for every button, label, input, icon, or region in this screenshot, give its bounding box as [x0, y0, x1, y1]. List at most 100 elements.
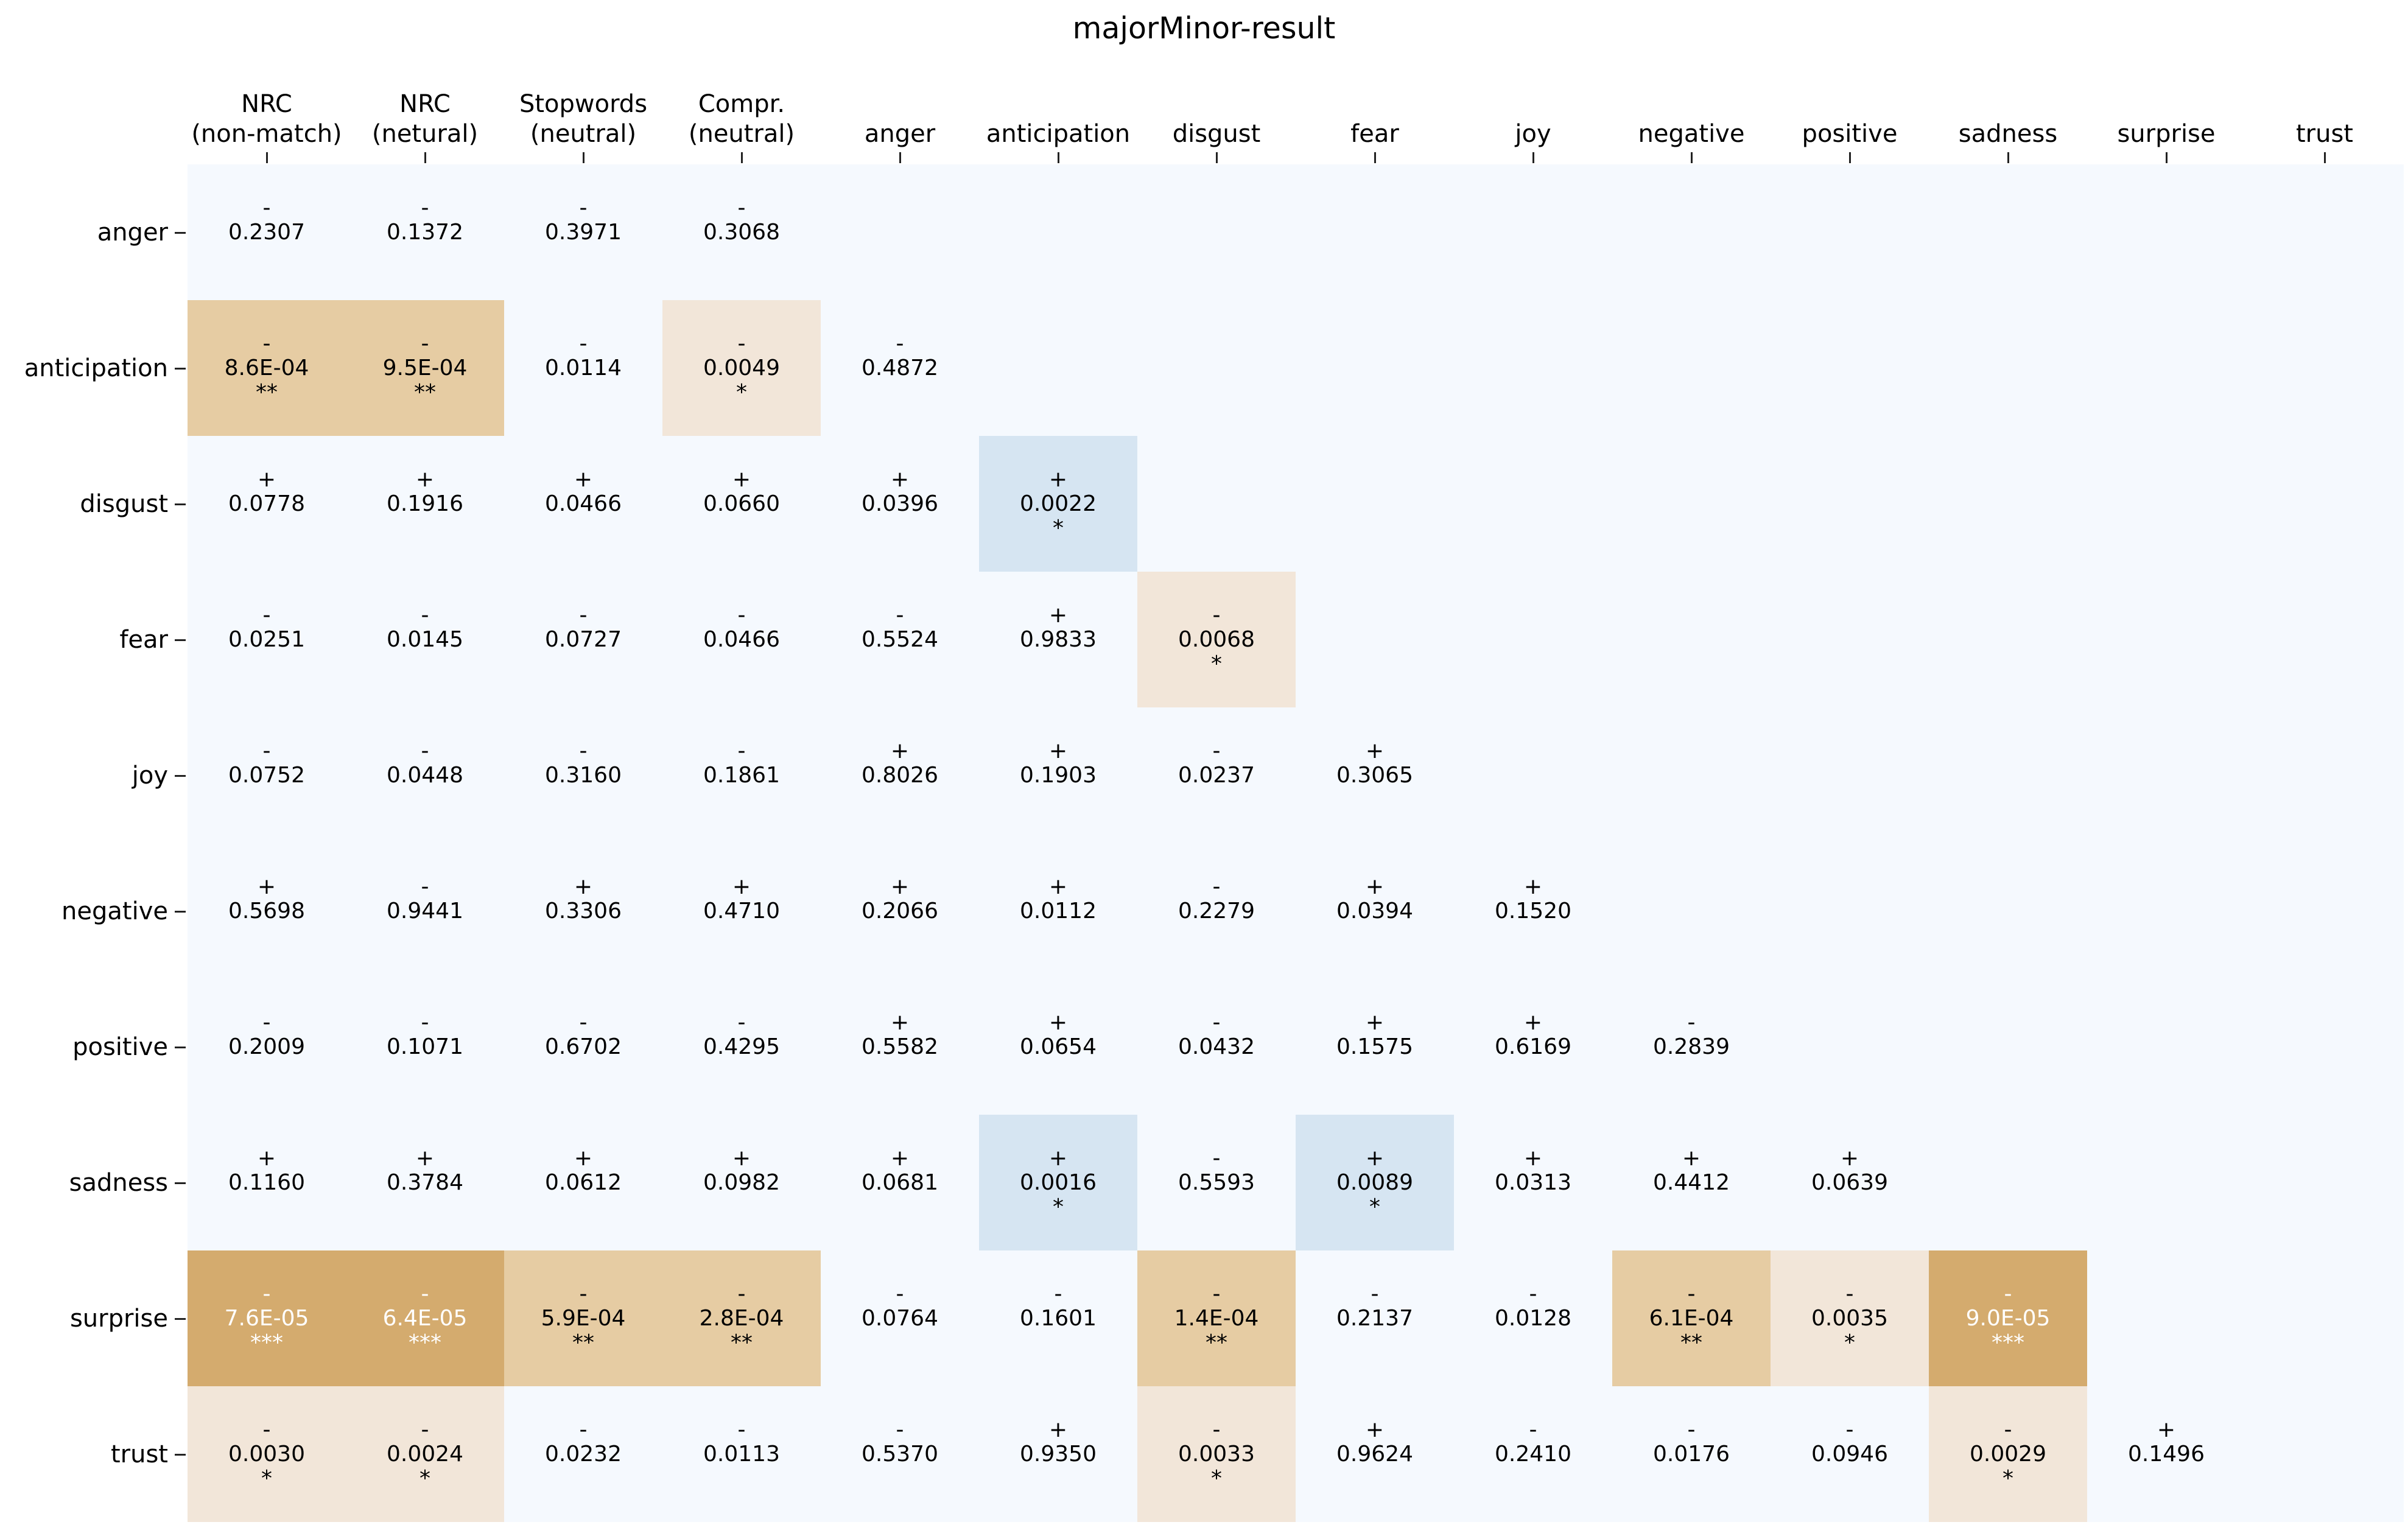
- cell-value: 0.2137: [1336, 1305, 1413, 1331]
- heatmap-cell: +0.1160: [188, 1115, 346, 1250]
- cell-value: 8.6E-04: [224, 355, 309, 380]
- cell-sign: +: [1048, 874, 1068, 899]
- heatmap-cell: -0.0176: [1612, 1386, 1771, 1522]
- row-tick: [175, 367, 186, 370]
- heatmap-cell: +0.9624: [1296, 1386, 1454, 1522]
- heatmap-cell: -0.0466: [662, 572, 821, 707]
- cell-sign: -: [421, 874, 429, 899]
- cell-value: 0.0752: [228, 762, 305, 788]
- cell-value: 7.6E-05: [224, 1305, 309, 1331]
- cell-sign: +: [732, 1145, 751, 1171]
- heatmap-cell: +0.0396: [821, 436, 979, 572]
- cell-sign: -: [1687, 1009, 1696, 1035]
- column-label: negative: [1638, 120, 1745, 148]
- cell-sign: -: [1212, 738, 1221, 763]
- cell-value: 0.0033: [1178, 1441, 1255, 1467]
- row-tick: [175, 1317, 186, 1320]
- heatmap-cell: +0.0016 *: [979, 1115, 1137, 1250]
- heatmap-cell: -0.0232: [504, 1386, 662, 1522]
- heatmap-cell: +0.9833: [979, 572, 1137, 707]
- cell-value: 0.4872: [862, 355, 938, 380]
- cell-value: 0.1861: [703, 762, 780, 788]
- cell-value: 0.9833: [1020, 626, 1097, 652]
- cell-value: 0.0778: [228, 491, 305, 516]
- heatmap-cell: -0.2009: [188, 979, 346, 1115]
- cell-value: 0.0035: [1811, 1305, 1888, 1331]
- column-label: anticipation: [986, 120, 1131, 148]
- chart-title: majorMinor-result: [1072, 11, 1336, 46]
- heatmap-cell: -0.2137: [1296, 1250, 1454, 1386]
- cell-sign: -: [737, 195, 746, 220]
- heatmap-cell: +0.5698: [188, 843, 346, 979]
- cell-sign: -: [1212, 1417, 1221, 1442]
- cell-sign: -: [1054, 1281, 1062, 1306]
- cell-value: 0.5593: [1178, 1170, 1255, 1195]
- cell-value: 0.0022: [1020, 491, 1097, 516]
- heatmap-cell: +0.1496: [2087, 1386, 2245, 1522]
- heatmap-cell: -0.1601: [979, 1250, 1137, 1386]
- heatmap-cell: -2.8E-04 **: [662, 1250, 821, 1386]
- heatmap-cell: -0.0024 *: [346, 1386, 504, 1522]
- cell-sign: +: [1523, 1145, 1543, 1171]
- cell-sign: -: [1212, 602, 1221, 628]
- cell-value: 0.1903: [1020, 762, 1097, 788]
- heatmap-cell: +0.4710: [662, 843, 821, 979]
- cell-sign: -: [737, 1009, 746, 1035]
- cell-value: 0.1372: [387, 219, 463, 245]
- cell-sign: -: [579, 195, 588, 220]
- heatmap-cell: -0.0727: [504, 572, 662, 707]
- heatmap-cell: -0.5593: [1137, 1115, 1296, 1250]
- cell-stars: *: [1369, 1194, 1380, 1219]
- cell-value: 0.0114: [545, 355, 622, 380]
- cell-stars: **: [256, 379, 278, 405]
- cell-sign: -: [579, 1009, 588, 1035]
- cell-value: 0.3068: [703, 219, 780, 245]
- column-label: NRC (netural): [371, 90, 479, 148]
- cell-sign: -: [896, 602, 904, 628]
- cell-sign: +: [1048, 1417, 1068, 1442]
- cell-stars: **: [1680, 1330, 1702, 1355]
- cell-value: 0.0145: [387, 626, 463, 652]
- heatmap-cell: -6.1E-04 **: [1612, 1250, 1771, 1386]
- heatmap-cell: +0.0112: [979, 843, 1137, 979]
- cell-sign: +: [1048, 1009, 1068, 1035]
- cell-sign: +: [890, 874, 910, 899]
- heatmap-cell: -7.6E-05 ***: [188, 1250, 346, 1386]
- cell-value: 0.0982: [703, 1170, 780, 1195]
- cell-sign: -: [579, 1417, 588, 1442]
- cell-value: 0.0029: [1970, 1441, 2046, 1467]
- cell-value: 0.0660: [703, 491, 780, 516]
- cell-value: 0.0396: [862, 491, 938, 516]
- cell-sign: -: [262, 738, 271, 763]
- cell-sign: -: [262, 331, 271, 356]
- heatmap-cell: +0.0778: [188, 436, 346, 572]
- heatmap-cell: +0.0681: [821, 1115, 979, 1250]
- cell-value: 0.0612: [545, 1170, 622, 1195]
- cell-value: 0.3784: [387, 1170, 463, 1195]
- cell-sign: -: [262, 1417, 271, 1442]
- cell-sign: -: [1529, 1281, 1537, 1306]
- cell-value: 9.0E-05: [1965, 1305, 2051, 1331]
- heatmap-cell: -0.0114: [504, 300, 662, 436]
- column-label: fear: [1350, 120, 1399, 148]
- heatmap-cell: -0.9441: [346, 843, 504, 979]
- cell-sign: +: [574, 1145, 593, 1171]
- column-tick: [1691, 152, 1693, 163]
- heatmap-cell: -0.1861: [662, 707, 821, 843]
- heatmap-cell: -5.9E-04 **: [504, 1250, 662, 1386]
- cell-sign: +: [1365, 1009, 1385, 1035]
- heatmap-cell: +0.0313: [1454, 1115, 1612, 1250]
- row-tick: [175, 1453, 186, 1456]
- cell-stars: ***: [409, 1330, 441, 1355]
- cell-stars: *: [419, 1465, 430, 1491]
- cell-stars: **: [1206, 1330, 1227, 1355]
- column-label: anger: [864, 120, 936, 148]
- column-tick: [2166, 152, 2168, 163]
- heatmap-cell: -0.2839: [1612, 979, 1771, 1115]
- heatmap-cell: -0.5370: [821, 1386, 979, 1522]
- cell-value: 0.3306: [545, 898, 622, 924]
- cell-sign: -: [1212, 1281, 1221, 1306]
- cell-value: 6.4E-05: [382, 1305, 468, 1331]
- cell-value: 0.2839: [1653, 1034, 1730, 1059]
